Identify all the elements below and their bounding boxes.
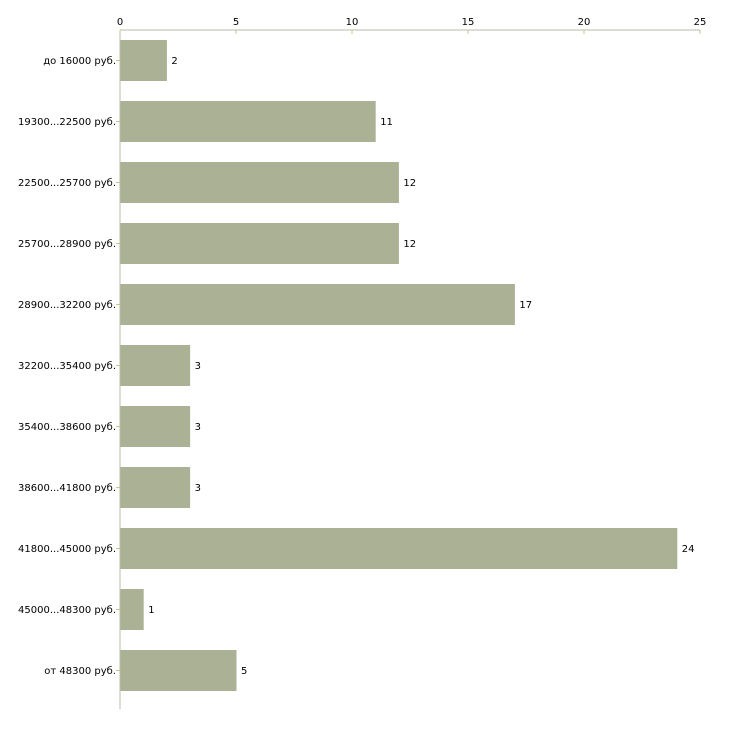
data-label: 12 (403, 239, 416, 250)
data-label: 1 (148, 605, 154, 616)
x-tick-label: 25 (694, 17, 707, 28)
y-tick-label: 22500...25700 руб. (18, 178, 116, 189)
y-tick-label: от 48300 руб. (44, 666, 116, 677)
data-label: 3 (195, 422, 201, 433)
bar (120, 589, 144, 630)
bar (120, 101, 376, 142)
data-label: 11 (380, 117, 393, 128)
bar (120, 40, 167, 81)
y-tick-label: 38600...41800 руб. (18, 483, 116, 494)
y-tick-label: 41800...45000 руб. (18, 544, 116, 555)
x-tick-label: 5 (233, 17, 239, 28)
x-tick-label: 15 (462, 17, 475, 28)
bar (120, 406, 191, 447)
y-tick-label: 45000...48300 руб. (18, 605, 116, 616)
data-label: 17 (519, 300, 532, 311)
data-label: 2 (171, 56, 177, 67)
data-label: 3 (195, 483, 201, 494)
y-tick-label: 32200...35400 руб. (18, 361, 116, 372)
y-tick-label: 19300...22500 руб. (18, 117, 116, 128)
y-tick-label: 35400...38600 руб. (18, 422, 116, 433)
bar (120, 284, 515, 325)
y-tick-label: до 16000 руб. (43, 56, 116, 67)
data-label: 24 (682, 544, 695, 555)
x-tick-label: 0 (117, 17, 123, 28)
data-label: 5 (241, 666, 247, 677)
bar (120, 528, 678, 569)
bar (120, 162, 399, 203)
x-tick-label: 20 (578, 17, 591, 28)
bar (120, 650, 237, 691)
y-tick-label: 28900...32200 руб. (18, 300, 116, 311)
data-label: 12 (403, 178, 416, 189)
x-tick-label: 10 (346, 17, 359, 28)
bar (120, 223, 399, 264)
y-tick-label: 25700...28900 руб. (18, 239, 116, 250)
data-label: 3 (195, 361, 201, 372)
bar (120, 467, 191, 508)
bar (120, 345, 191, 386)
